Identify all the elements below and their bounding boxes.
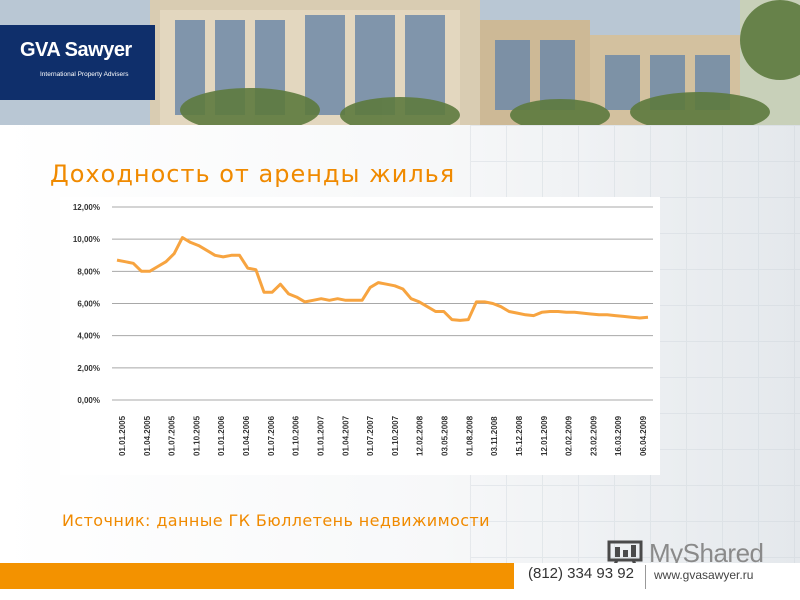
x-tick-label: 01.04.2007 xyxy=(341,415,350,456)
y-tick-label: 4,00% xyxy=(77,332,100,341)
y-tick-label: 6,00% xyxy=(77,300,100,309)
x-tick-label: 23.02.2009 xyxy=(589,415,598,456)
logo-main-text: GVA Sawyer xyxy=(20,39,132,61)
x-tick-label: 15.12.2008 xyxy=(515,415,524,456)
footer-contact-box xyxy=(514,563,800,600)
x-tick-label: 03.11.2008 xyxy=(490,416,499,456)
logo-sub-text: International Property Advisers xyxy=(40,71,129,78)
x-tick-label: 01.07.2006 xyxy=(267,415,276,456)
series-line xyxy=(116,236,649,322)
building-illustration xyxy=(0,0,800,125)
header-banner: GVA Sawyer International Property Advise… xyxy=(0,0,800,125)
x-tick-label: 01.08.2008 xyxy=(465,415,474,456)
x-tick-label: 01.01.2005 xyxy=(118,415,127,456)
x-tick-label: 03.05.2008 xyxy=(441,415,450,456)
y-tick-label: 10,00% xyxy=(73,235,100,244)
rental-yield-line-chart: 0,00% 2,00% 4,00% 6,00% 8,00% 10,00% 12,00% 01.… xyxy=(73,203,653,456)
footer-accent-bar xyxy=(0,563,514,589)
x-tick-label: 01.10.2005 xyxy=(192,415,201,456)
y-tick-label: 2,00% xyxy=(77,364,100,373)
x-tick-label: 01.07.2007 xyxy=(366,415,375,456)
x-tick-label: 01.01.2007 xyxy=(316,415,325,456)
x-tick-label: 12.02.2008 xyxy=(416,415,425,456)
y-tick-label: 0,00% xyxy=(77,396,100,405)
x-tick-label: 16.03.2009 xyxy=(614,415,623,456)
x-tick-label: 01.07.2005 xyxy=(168,415,177,456)
chart-panel: 0,00% 2,00% 4,00% 6,00% 8,00% 10,00% 12,00% 01.… xyxy=(60,197,660,475)
x-tick-label: 01.10.2007 xyxy=(391,415,400,456)
x-tick-label: 01.04.2005 xyxy=(143,415,152,456)
x-tick-label: 01.10.2006 xyxy=(292,415,301,456)
source-caption: Источник: данные ГК Бюллетень недвижимос… xyxy=(62,511,490,530)
footer-divider xyxy=(645,565,646,589)
x-tick-label: 06.04.2009 xyxy=(639,415,648,456)
x-tick-label: 02.02.2009 xyxy=(565,415,574,456)
x-tick-label: 12.01.2009 xyxy=(540,415,549,456)
y-tick-label: 8,00% xyxy=(77,267,100,276)
y-tick-label: 12,00% xyxy=(73,203,100,212)
footer-url[interactable]: www.gvasawyer.ru xyxy=(654,568,754,582)
footer-phone: (812) 334 93 92 xyxy=(528,565,634,582)
x-tick-label: 01.01.2006 xyxy=(217,415,226,456)
slide-title: Доходность от аренды жилья xyxy=(50,160,456,188)
x-tick-label: 01.04.2006 xyxy=(242,415,251,456)
gva-sawyer-logo: GVA Sawyer International Property Advise… xyxy=(0,25,155,100)
